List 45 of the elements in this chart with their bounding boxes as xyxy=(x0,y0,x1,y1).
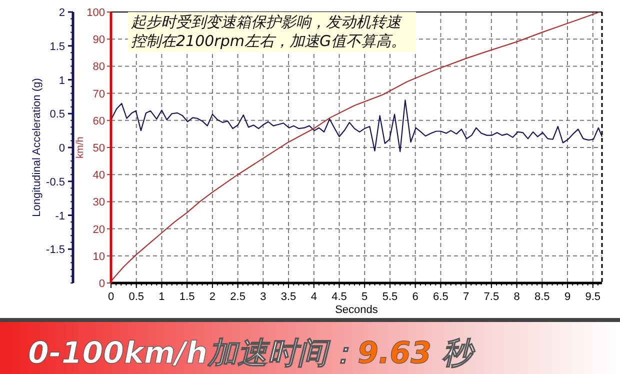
x-tick-label: 7 xyxy=(463,291,470,303)
y-tick-label: -1.5 xyxy=(46,244,65,256)
y-tick-label: 0 xyxy=(58,142,65,154)
x-tick-label: 9.5 xyxy=(585,291,601,303)
y-tick-label: -1 xyxy=(55,210,65,222)
y2-tick-label: 0 xyxy=(98,278,105,290)
y2-tick-label: 30 xyxy=(92,196,105,209)
y-tick-label: 1 xyxy=(58,74,65,87)
y-axis-title: Longitudinal Acceleration (g) xyxy=(31,78,43,217)
y-tick-label: -0.5 xyxy=(46,176,65,188)
x-tick-label: 5.5 xyxy=(382,291,398,303)
x-tick-label: 3 xyxy=(260,291,266,303)
line-series xyxy=(110,100,603,152)
x-tick-label: 1.5 xyxy=(179,291,195,303)
x-tick-label: 8 xyxy=(514,291,520,303)
y2-tick-label: 50 xyxy=(92,142,105,154)
x-tick-label: 1 xyxy=(158,291,165,303)
y2-tick-label: 90 xyxy=(92,34,105,46)
x-tick-label: 0.5 xyxy=(128,291,144,303)
y-tick-label: 0.5 xyxy=(50,108,65,121)
x-tick-label: 6 xyxy=(412,291,418,303)
text: 0-100km/h加速时间：9.63 秒 xyxy=(28,336,476,371)
y2-axis-title: km/h xyxy=(75,136,86,158)
x-tick-label: 0 xyxy=(108,291,114,303)
x-tick-label: 4.5 xyxy=(332,291,347,303)
x-tick-label: 8.5 xyxy=(534,291,550,303)
y-tick-label: 1.5 xyxy=(50,40,65,53)
x-tick-label: 5 xyxy=(362,291,368,303)
y2-tick-label: 20 xyxy=(92,224,105,236)
x-tick-label: 2.5 xyxy=(230,291,246,303)
y2-tick-label: 100 xyxy=(86,7,105,19)
x-tick-label: 7.5 xyxy=(484,291,500,303)
x-tick-label: 4 xyxy=(310,291,317,303)
y2-tick-label: 40 xyxy=(92,170,105,182)
y2-tick-label: 10 xyxy=(92,250,105,263)
y2-tick-label: 70 xyxy=(92,88,105,100)
y2-tick-label: 60 xyxy=(92,115,105,128)
x-tick-label: 9 xyxy=(564,291,571,303)
y2-tick-label: 80 xyxy=(92,61,105,74)
annotation: 起步时受到变速箱保护影响，发动机转速控制在2100rpm左右，加速G值不算高。 xyxy=(128,12,416,52)
y-tick-label: 2 xyxy=(58,7,65,19)
x-tick-label: 3.5 xyxy=(280,291,296,303)
x-axis-title: Seconds xyxy=(335,304,378,316)
x-tick-label: 6.5 xyxy=(433,291,448,303)
x-tick-label: 2 xyxy=(209,291,216,303)
